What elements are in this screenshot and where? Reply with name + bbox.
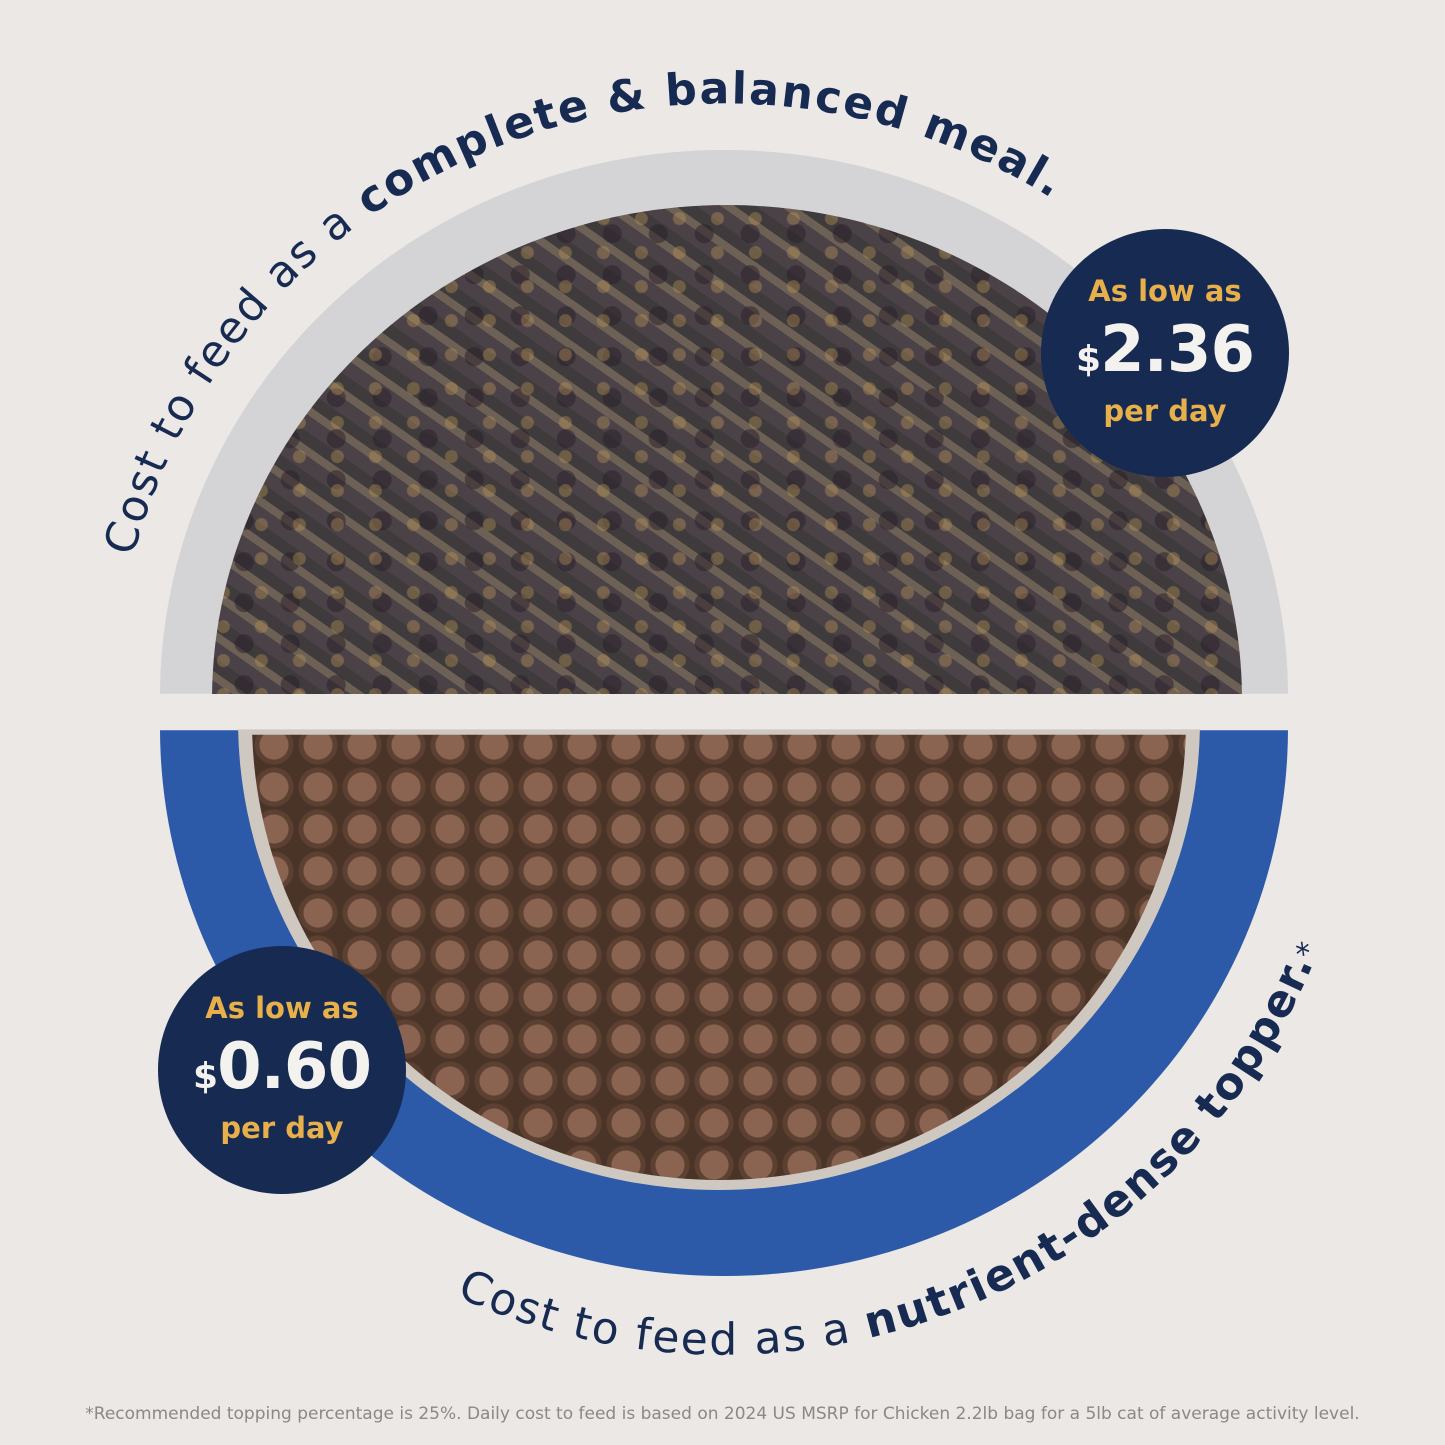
badge-unit: per day — [220, 1111, 344, 1145]
headline-bottom: Cost to feed as a nutrient-dense topper.… — [451, 936, 1327, 1366]
badge-label: As low as — [205, 991, 359, 1025]
badge-price: $0.60 — [193, 1030, 372, 1104]
price-badge-meal: As low as $2.36 per day — [1041, 229, 1289, 477]
badge-label: As low as — [1088, 274, 1242, 308]
headline-top: Cost to feed as a complete & balanced me… — [94, 63, 1074, 560]
badge-price: $2.36 — [1076, 313, 1255, 387]
footnote: *Recommended topping percentage is 25%. … — [85, 1404, 1360, 1424]
badge-unit: per day — [1103, 394, 1227, 428]
price-badge-topper: As low as $0.60 per day — [158, 946, 406, 1194]
